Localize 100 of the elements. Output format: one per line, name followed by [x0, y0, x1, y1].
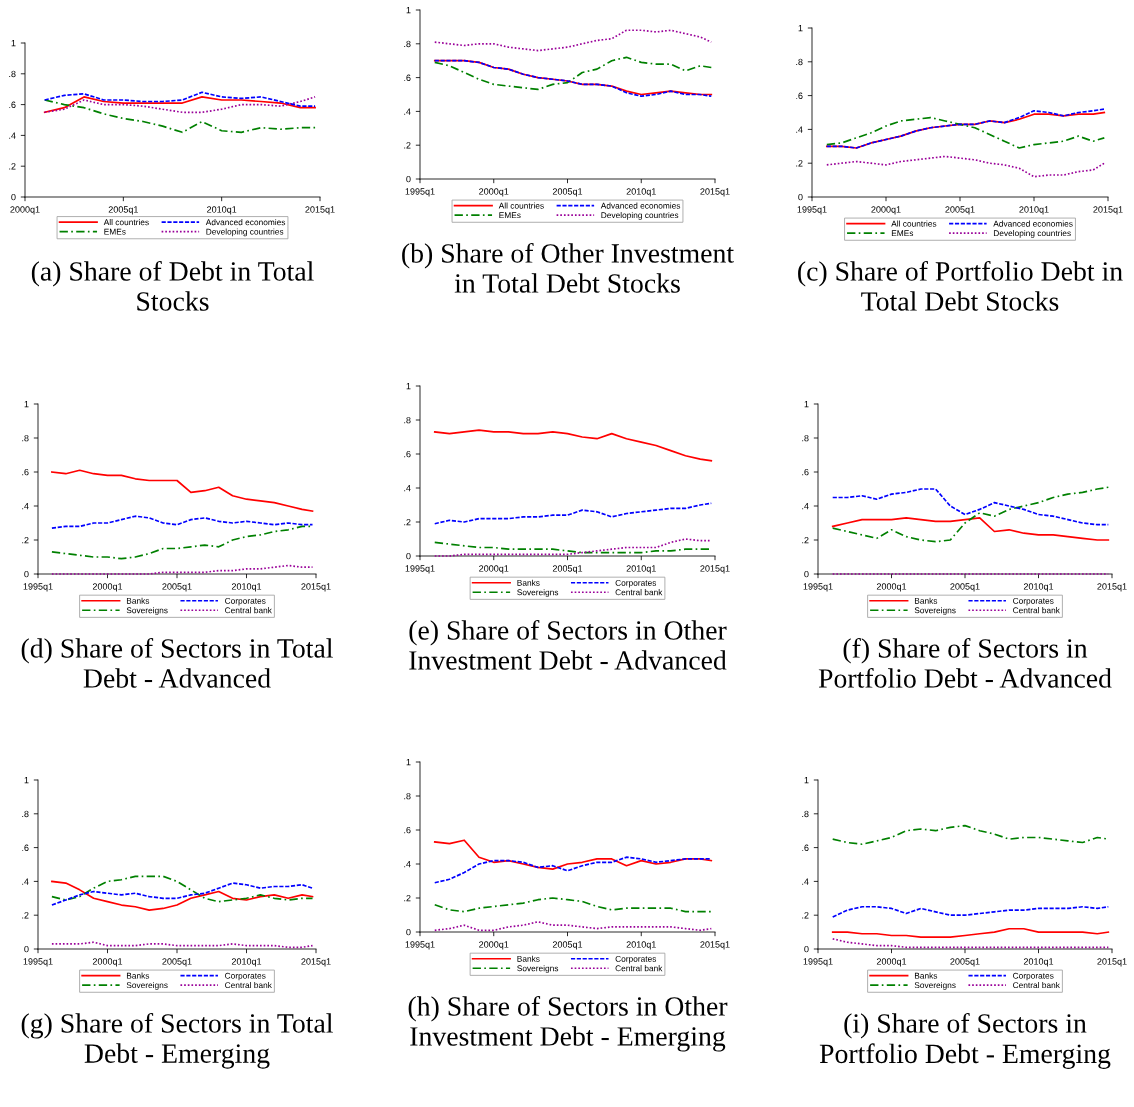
y-tick-label: 1 — [804, 777, 809, 784]
y-tick-label: .4 — [802, 878, 809, 885]
x-tick-label: 2010q1 — [1023, 583, 1054, 592]
line-series — [831, 486, 1110, 543]
y-tick-label: .6 — [404, 450, 411, 458]
legend-label: Developing countries — [206, 228, 284, 237]
x-tick-label: 2005q1 — [552, 941, 583, 950]
legend-label: Corporates — [615, 955, 657, 964]
y-tick-label: 0 — [406, 552, 411, 560]
text: (d) Share of Sectors in Total Debt - Advanced — [21, 638, 333, 688]
x-tick-label: 1995q1 — [23, 958, 53, 967]
x-tick-label: 2015q1 — [1093, 206, 1123, 215]
y-tick-label: 0 — [406, 175, 411, 183]
legend-label: Banks — [517, 955, 540, 962]
legend-label: All countries — [498, 202, 544, 209]
legend-label: Central bank — [225, 607, 272, 614]
x-tick-label: 2010q1 — [1023, 958, 1054, 967]
x-tick-label: 2000q1 — [876, 958, 907, 967]
y-tick-label: 0 — [804, 570, 809, 578]
x-tick-label: 2010q1 — [626, 941, 656, 950]
x-tick-label: 2015q1 — [301, 583, 331, 592]
y-tick-label: .4 — [802, 503, 809, 510]
legend-label: EMEs — [104, 228, 126, 235]
y-tick-label: .6 — [802, 844, 809, 851]
line-series — [831, 517, 1110, 541]
line-series — [51, 564, 314, 575]
y-tick-label: 1 — [406, 759, 411, 766]
x-tick-label: 2010q1 — [1019, 206, 1049, 215]
y-tick-label: .8 — [22, 434, 29, 442]
x-tick-label: 1995q1 — [405, 941, 435, 950]
y-tick-label: .8 — [22, 810, 29, 818]
text: (e) Share of Sectors in Other Investment Debt - Advanced — [409, 620, 727, 670]
y-tick-label: .2 — [404, 142, 411, 149]
y-tick-label: .6 — [796, 92, 803, 99]
x-tick-label: 2005q1 — [552, 565, 583, 574]
line-series — [51, 875, 314, 903]
x-tick-label: 1995q1 — [797, 206, 827, 215]
text: (b) Share of Other Investment in Total Debt Stocks — [402, 243, 734, 293]
y-tick-label: .6 — [9, 101, 16, 108]
y-tick-label: 1 — [406, 7, 411, 14]
x-tick-label: 2005q1 — [945, 206, 975, 215]
line-series — [51, 469, 314, 512]
x-tick-label: 2005q1 — [950, 958, 980, 967]
x-tick-label: 2010q1 — [231, 583, 262, 592]
legend-label: Banks — [914, 972, 938, 979]
x-tick-label: 2000q1 — [479, 565, 509, 574]
y-tick-label: 0 — [24, 570, 29, 578]
y-tick-label: .8 — [796, 58, 803, 66]
legend-label: Sovereigns — [517, 589, 559, 597]
y-tick-label: .6 — [404, 74, 411, 81]
x-tick-label: 1995q1 — [803, 958, 833, 967]
line-series — [43, 91, 316, 107]
line-series — [43, 99, 316, 134]
legend-label: Corporates — [225, 597, 266, 606]
x-tick-label: 2015q1 — [1097, 583, 1127, 592]
y-tick-label: .4 — [404, 485, 411, 492]
y-tick-label: .2 — [404, 894, 411, 902]
x-tick-label: 2015q1 — [700, 565, 730, 574]
text: (f) Share of Sectors in Portfolio Debt - Advanced — [818, 638, 1112, 688]
legend-label: Central bank — [1013, 982, 1060, 989]
x-tick-label: 1995q1 — [23, 583, 53, 592]
y-tick-label: .2 — [22, 536, 29, 544]
x-tick-label: 1995q1 — [405, 188, 435, 197]
text: (a) Share of Debt in Total Stocks — [31, 261, 314, 311]
x-tick-label: 2000q1 — [876, 583, 907, 592]
y-tick-label: .2 — [9, 163, 16, 170]
x-tick-label: 2000q1 — [871, 206, 901, 215]
x-tick-label: 2010q1 — [626, 565, 656, 574]
y-tick-label: 0 — [24, 945, 29, 953]
y-tick-label: 1 — [24, 777, 29, 784]
y-tick-label: 1 — [804, 401, 809, 408]
x-tick-label: 2000q1 — [479, 188, 509, 197]
x-tick-label: 1995q1 — [405, 565, 435, 574]
legend-label: Corporates — [1013, 972, 1054, 981]
x-tick-label: 2010q1 — [626, 188, 656, 197]
x-tick-label: 2005q1 — [950, 583, 980, 592]
y-tick-label: .6 — [404, 826, 411, 834]
legend-label: Banks — [126, 597, 150, 604]
y-tick-label: .8 — [802, 434, 809, 442]
y-tick-label: .8 — [404, 792, 411, 800]
y-tick-label: 0 — [11, 193, 16, 201]
x-tick-label: 2010q1 — [231, 958, 262, 967]
line-series — [433, 429, 713, 462]
text: (c) Share of Portfolio Debt in Total Debt Stocks — [798, 261, 1123, 311]
x-tick-label: 2005q1 — [162, 958, 192, 967]
legend-label: Corporates — [615, 579, 657, 588]
y-tick-label: .8 — [9, 70, 16, 78]
legend-label: Banks — [914, 597, 938, 604]
y-tick-label: 1 — [24, 401, 29, 408]
legend-label: Sovereigns — [914, 982, 956, 990]
legend-label: EMEs — [499, 212, 521, 219]
line-series — [831, 927, 1110, 939]
y-tick-label: .4 — [9, 132, 16, 139]
text: (g) Share of Sectors in Total Debt - Emerging — [21, 1013, 333, 1069]
legend-label: Central bank — [615, 965, 663, 972]
x-tick-label: 2000q1 — [92, 583, 123, 592]
x-tick-label: 2000q1 — [479, 941, 509, 950]
x-tick-label: 2000q1 — [92, 958, 123, 967]
line-series — [433, 897, 713, 913]
legend-label: All countries — [891, 220, 937, 227]
